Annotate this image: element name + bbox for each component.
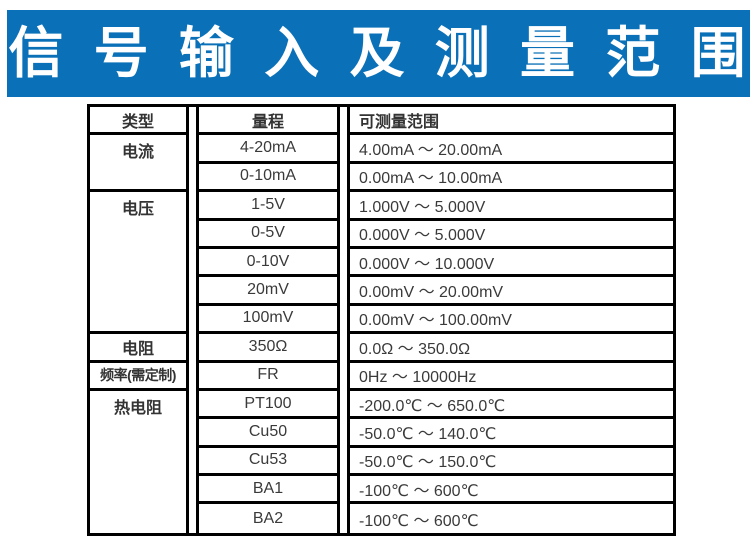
measure-cell: 4.00mA ～ 20.00mA (347, 135, 676, 164)
measure-cell: -200.0℃ ～ 650.0℃ (347, 390, 676, 420)
banner-title: 信 号 输 入 及 测 量 范 围 (8, 22, 749, 84)
type-cell-rtd: 热电阻 (87, 390, 189, 533)
type-cell-current: 电流 (87, 135, 189, 193)
type-cell-frequency: 频率(需定制) (87, 362, 189, 391)
range-cell: 100mV (196, 305, 340, 335)
range-cell: 350Ω (196, 334, 340, 363)
range-cell: 0-5V (196, 220, 340, 249)
signal-range-table: 类型 电流 电压 电阻 频率(需定制) 热电阻 量程 4-20mA 0-10mA… (87, 104, 676, 536)
measure-cell: 0.000V ～ 10.000V (347, 248, 676, 278)
range-cell: FR (196, 362, 340, 391)
measure-cell: -50.0℃ ～ 140.0℃ (347, 419, 676, 448)
range-cell: PT100 (196, 390, 340, 420)
range-cell: Cu53 (196, 447, 340, 477)
range-cell: Cu50 (196, 419, 340, 448)
measure-cell: -50.0℃ ～ 150.0℃ (347, 447, 676, 477)
range-cell: 20mV (196, 277, 340, 306)
measure-cell: 0.00mV ～ 100.00mV (347, 305, 676, 335)
measure-cell: -100℃ ～ 600℃ (347, 504, 676, 533)
measure-cell: 1.000V ～ 5.000V (347, 192, 676, 221)
measure-cell: 0.0Ω ～ 350.0Ω (347, 334, 676, 363)
measure-cell: 0Hz ～ 10000Hz (347, 362, 676, 391)
type-cell-voltage: 电压 (87, 192, 189, 335)
col-header-type: 类型 (87, 107, 189, 136)
range-cell: 1-5V (196, 192, 340, 221)
type-cell-resistance: 电阻 (87, 334, 189, 363)
measure-cell: 0.000V ～ 5.000V (347, 220, 676, 249)
measure-cell: 0.00mA ～ 10.00mA (347, 163, 676, 193)
range-cell: 0-10mA (196, 163, 340, 193)
range-cell: BA1 (196, 476, 340, 505)
range-cell: 4-20mA (196, 135, 340, 164)
col-header-range: 量程 (196, 107, 340, 136)
measure-cell: -100℃ ～ 600℃ (347, 476, 676, 505)
col-header-measurable-range: 可测量范围 (347, 107, 676, 136)
page-banner: 信 号 输 入 及 测 量 范 围 (7, 10, 750, 97)
range-cell: 0-10V (196, 248, 340, 278)
range-cell: BA2 (196, 504, 340, 533)
measure-cell: 0.00mV ～ 20.00mV (347, 277, 676, 306)
